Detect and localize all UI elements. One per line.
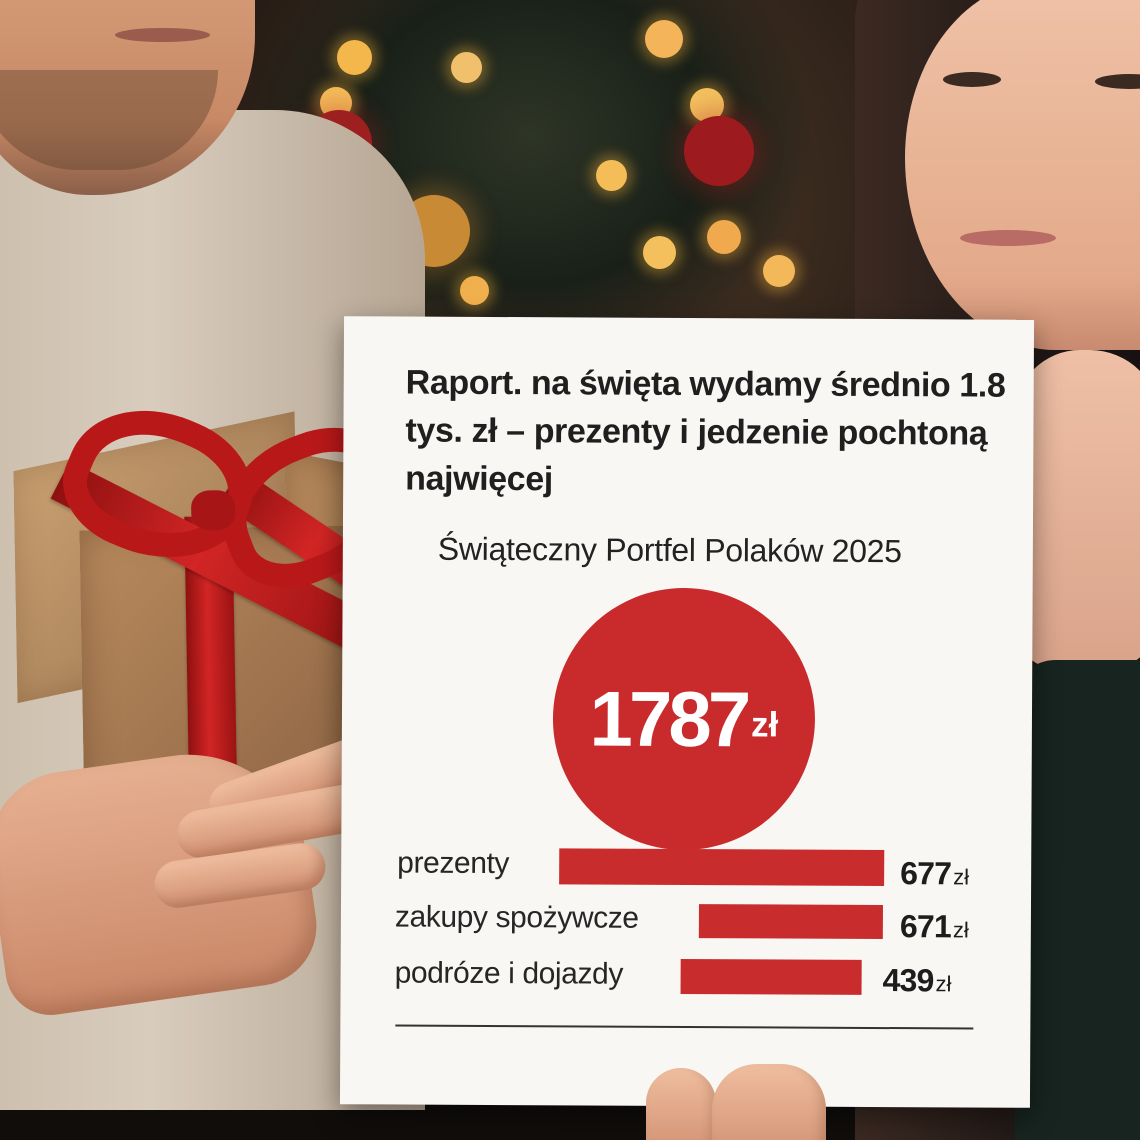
- bokeh-light: [337, 40, 372, 75]
- spending-category-label: prezenty: [397, 846, 510, 881]
- spending-unit: zł: [953, 864, 970, 890]
- spending-amount: 439: [882, 962, 934, 999]
- bokeh-light: [596, 160, 627, 191]
- bokeh-light: [460, 276, 489, 305]
- woman-thumb: [646, 1068, 716, 1140]
- bokeh-light: [451, 52, 482, 83]
- man-mouth: [115, 28, 210, 42]
- bokeh-light: [763, 255, 795, 287]
- spending-value: 439zł: [882, 961, 952, 1003]
- spending-category-label: podróze i dojazdy: [394, 956, 624, 991]
- spending-unit: zł: [935, 971, 952, 997]
- spending-unit: zł: [952, 917, 969, 943]
- spending-value: 671zł: [900, 907, 969, 949]
- spending-value: 677zł: [900, 854, 969, 896]
- poster-subtitle: Świąteczny Portfel Polaków 2025: [437, 530, 902, 570]
- spending-bar: [680, 958, 862, 995]
- woman-hand: [1015, 350, 1140, 670]
- bokeh-light: [645, 20, 683, 58]
- total-spending-value: 1787: [589, 674, 748, 764]
- bokeh-light: [643, 236, 676, 269]
- report-poster: Raport. na święta wydamy średnio 1.8 tys…: [339, 316, 1035, 1108]
- bokeh-light: [707, 220, 741, 254]
- poster-bottom-divider: [395, 1024, 974, 1030]
- woman-right-eye: [1095, 74, 1140, 89]
- spending-bar: [698, 904, 883, 940]
- total-spending-circle: 1787 zł: [552, 587, 816, 851]
- spending-amount: 677: [900, 855, 952, 892]
- spending-bar: [559, 848, 885, 887]
- red-ornament: [684, 116, 754, 186]
- woman-left-eye: [943, 72, 1001, 87]
- woman-finger: [712, 1064, 826, 1140]
- total-spending-unit: zł: [750, 704, 779, 744]
- spending-amount: 671: [899, 908, 951, 945]
- spending-category-label: zakupy spożywcze: [394, 900, 639, 935]
- woman-sweater: [1015, 660, 1140, 1140]
- poster-title: Raport. na święta wydamy średnio 1.8 tys…: [405, 363, 1006, 499]
- woman-mouth: [960, 230, 1056, 246]
- gift-bow-knot: [190, 489, 236, 531]
